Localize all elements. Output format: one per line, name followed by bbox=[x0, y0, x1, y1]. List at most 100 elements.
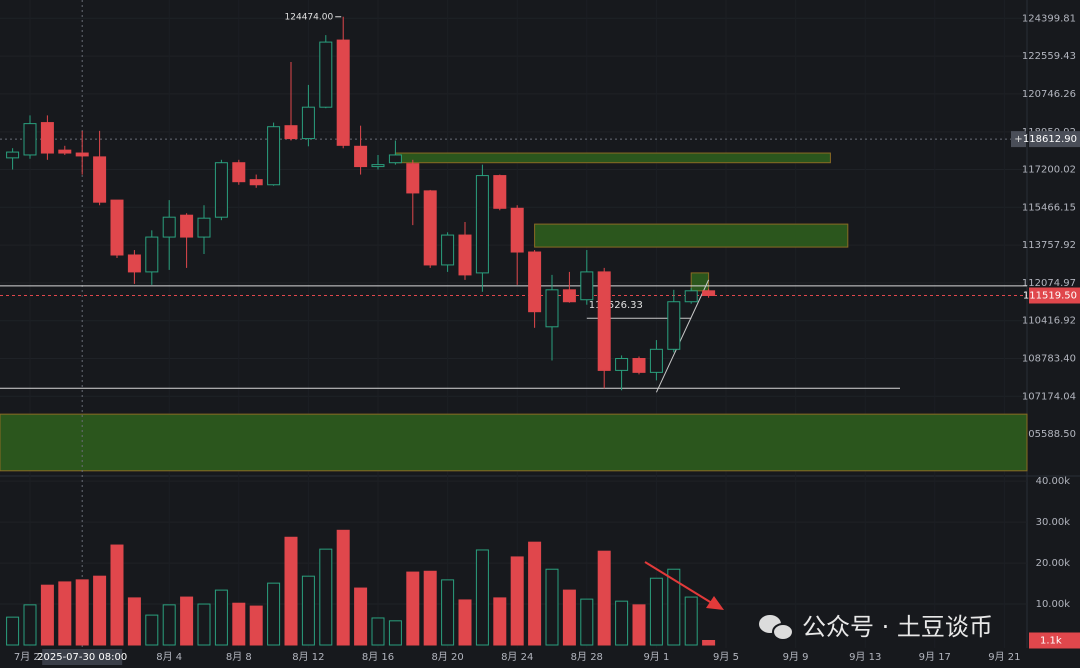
volume-bar bbox=[597, 550, 611, 646]
volume-bar bbox=[354, 587, 368, 646]
candle-body bbox=[702, 290, 716, 297]
zone bbox=[690, 272, 710, 292]
candle-body bbox=[667, 301, 681, 350]
candle-body bbox=[336, 39, 350, 146]
volume-bar bbox=[75, 579, 89, 646]
arrow bbox=[644, 561, 716, 606]
candle-body bbox=[75, 152, 89, 157]
volume-bar bbox=[423, 570, 437, 646]
volume-tick-label: 10.00k bbox=[1036, 599, 1071, 610]
candle-body bbox=[232, 162, 246, 183]
y-tick-label: 124399.81 bbox=[1022, 13, 1076, 24]
candle-body bbox=[145, 236, 159, 273]
volume-bar bbox=[40, 584, 54, 646]
y-tick-label: 108783.40 bbox=[1022, 354, 1076, 365]
y-tick-label: 107174.04 bbox=[1022, 391, 1076, 402]
candle-body bbox=[580, 271, 594, 301]
y-tick-label: 117200.02 bbox=[1022, 164, 1076, 175]
volume-bar bbox=[580, 598, 594, 646]
candle-body bbox=[597, 271, 611, 371]
x-tick-label: 9月 1 bbox=[643, 651, 669, 663]
candle-body bbox=[23, 123, 37, 156]
volume-bar bbox=[127, 597, 141, 646]
volume-bar bbox=[336, 529, 350, 646]
zone bbox=[534, 223, 849, 248]
volume-bar bbox=[632, 604, 646, 646]
y-tick-label: 120746.26 bbox=[1022, 89, 1076, 100]
candle-body bbox=[249, 179, 263, 186]
volume-bar bbox=[615, 600, 629, 646]
candle-body bbox=[110, 199, 124, 256]
candle-body bbox=[127, 254, 141, 273]
candle-body bbox=[93, 156, 107, 203]
volume-bar bbox=[528, 541, 542, 646]
x-tick-label: 8月 28 bbox=[571, 651, 603, 663]
candle-body bbox=[441, 234, 455, 266]
volume-bar bbox=[145, 614, 159, 646]
volume-bar bbox=[162, 604, 176, 646]
volume-tick-label: 30.00k bbox=[1036, 517, 1071, 528]
wechat-icon bbox=[759, 615, 794, 641]
volume-bar bbox=[319, 548, 333, 646]
x-tick-label: 9月 5 bbox=[713, 651, 739, 663]
volume-bar bbox=[301, 575, 315, 646]
candle-body bbox=[615, 358, 629, 371]
candle-body bbox=[371, 164, 385, 168]
crosshair-price-label: 118612.90 bbox=[1023, 134, 1077, 145]
candle-body bbox=[301, 106, 315, 140]
volume-bar bbox=[249, 605, 263, 646]
zone bbox=[394, 152, 831, 164]
x-tick-label: 8月 12 bbox=[292, 651, 324, 663]
volume-tick-label: 40.00k bbox=[1036, 476, 1071, 487]
x-tick-label: 9月 21 bbox=[988, 651, 1020, 663]
x-tick-label: 8月 20 bbox=[431, 651, 463, 663]
volume-bar bbox=[214, 589, 228, 646]
x-tick-label: 9月 9 bbox=[783, 651, 809, 663]
candle-body bbox=[284, 125, 298, 140]
y-tick-label: 112074.97 bbox=[1022, 278, 1076, 289]
volume-bar bbox=[93, 575, 107, 646]
volume-tick-label: 20.00k bbox=[1036, 558, 1071, 569]
crosshair-date-label: 2025-07-30 08:00 bbox=[37, 652, 127, 663]
y-tick-label: 113757.92 bbox=[1022, 240, 1076, 251]
volume-bar bbox=[284, 536, 298, 646]
crosshair-date-tag bbox=[42, 649, 123, 665]
y-tick-label: 115466.15 bbox=[1022, 202, 1076, 213]
high-label: 124474.00 bbox=[285, 12, 334, 22]
volume-bar bbox=[197, 603, 211, 646]
volume-bar bbox=[667, 568, 681, 646]
x-tick-label: 8月 24 bbox=[501, 651, 533, 663]
volume-bar bbox=[23, 604, 37, 646]
candle-body bbox=[180, 214, 194, 238]
volume-bar bbox=[684, 596, 698, 646]
volume-bar bbox=[493, 597, 507, 646]
x-tick-label: 8月 16 bbox=[362, 651, 394, 663]
candle-body bbox=[475, 175, 489, 274]
volume-bar bbox=[180, 596, 194, 646]
volume-bar bbox=[545, 568, 559, 646]
volume-bar bbox=[58, 581, 72, 646]
y-tick-label: 110416.92 bbox=[1022, 316, 1076, 327]
candle-body bbox=[388, 154, 402, 164]
watermark: 公众号 · 土豆谈币 bbox=[802, 613, 993, 641]
annotation-label: 110526.33 bbox=[589, 300, 643, 311]
candle-body bbox=[423, 190, 437, 266]
x-tick-label: 8月 8 bbox=[226, 651, 252, 663]
volume-bar bbox=[406, 571, 420, 646]
volume-bar bbox=[267, 582, 281, 646]
volume-bar bbox=[458, 599, 472, 646]
volume-bar bbox=[371, 617, 385, 646]
candle-body bbox=[562, 289, 576, 303]
volume-bar bbox=[475, 549, 489, 646]
candle-body bbox=[458, 234, 472, 276]
y-tick-label: 122559.43 bbox=[1022, 51, 1076, 62]
candle-body bbox=[267, 126, 281, 186]
crosshair-plus-sign: + bbox=[1014, 134, 1022, 145]
crosshair-price-tag bbox=[1029, 131, 1080, 148]
x-tick-label: 7月 27 bbox=[14, 651, 46, 663]
volume-bar bbox=[6, 616, 20, 646]
candle-body bbox=[197, 217, 211, 238]
arrow-head bbox=[706, 596, 724, 610]
y-tick-label: 105588.50 bbox=[1022, 429, 1076, 440]
